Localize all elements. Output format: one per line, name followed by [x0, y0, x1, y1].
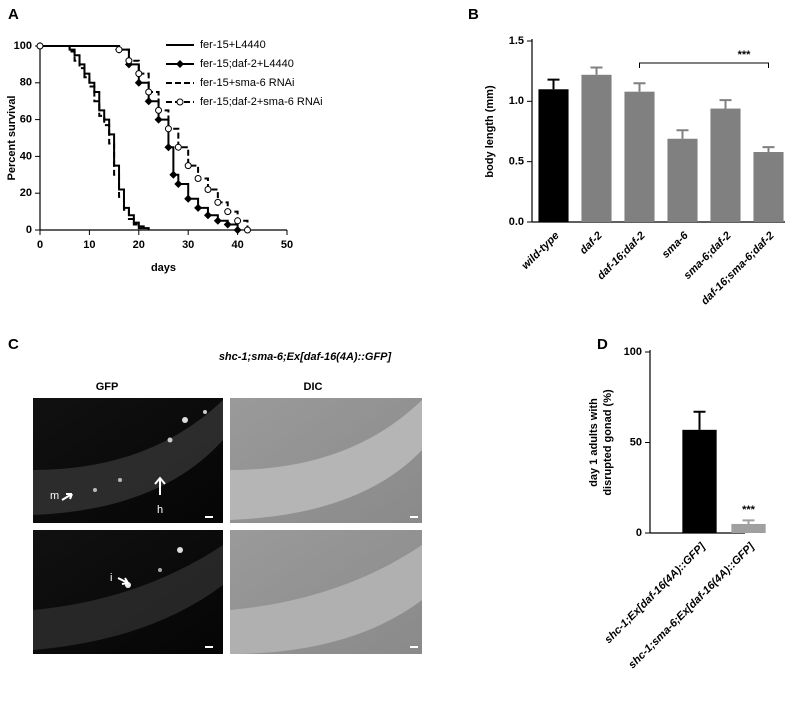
marker — [184, 194, 193, 203]
micrograph — [33, 398, 422, 654]
y-tick-label: 0.5 — [509, 156, 524, 168]
x-tick-label: sma-6 — [660, 229, 692, 261]
marker — [214, 198, 222, 206]
marker — [174, 143, 182, 151]
marker — [169, 170, 178, 179]
marker — [164, 143, 173, 152]
annotation: *** — [742, 504, 756, 516]
marker — [125, 57, 133, 65]
bar — [731, 523, 766, 533]
marker — [134, 78, 143, 87]
bar — [710, 108, 741, 222]
marker — [115, 46, 123, 54]
error-bar — [547, 78, 560, 90]
panel-label: C — [8, 336, 19, 353]
y-tick-label: 1.0 — [509, 95, 524, 107]
marker — [174, 180, 183, 188]
x-tick-label: 20 — [133, 239, 145, 251]
y-axis-label: disrupted gonad (%) — [602, 389, 614, 496]
panel-title: shc-1;sma-6;Ex[daf-16(4A)::GFP] — [219, 351, 392, 363]
x-tick-label: daf-2 — [578, 230, 605, 257]
error-bar — [693, 410, 706, 430]
y-tick-label: 20 — [20, 187, 32, 199]
bar — [538, 89, 569, 223]
x-tick-label: 0 — [37, 239, 43, 251]
y-tick-label: 0 — [636, 527, 642, 539]
x-tick-label: daf-16;sma-6;daf-2 — [699, 230, 777, 308]
marker — [234, 217, 242, 225]
significance-bracket — [639, 62, 769, 68]
y-tick-label: 60 — [20, 114, 32, 126]
marker — [176, 98, 184, 106]
error-bar — [762, 146, 775, 153]
bar — [753, 152, 784, 222]
marker — [176, 60, 184, 68]
legend-label: fer-15+L4440 — [200, 39, 266, 51]
legend-label: fer-15;daf-2+sma-6 RNAi — [200, 96, 323, 108]
y-tick-label: 0.0 — [509, 216, 524, 228]
marker — [135, 70, 143, 78]
survival-curve — [40, 45, 145, 230]
error-bar — [590, 66, 603, 75]
annotation: *** — [738, 49, 752, 61]
y-axis-label: day 1 adults with — [588, 398, 600, 487]
y-tick-label: 80 — [20, 77, 32, 89]
marker — [233, 226, 242, 234]
panel-label: D — [597, 336, 608, 353]
y-axis-label: Percent survival — [6, 96, 18, 181]
y-tick-label: 100 — [624, 346, 642, 358]
x-tick-label: 40 — [231, 239, 243, 251]
image-label: DIC — [304, 381, 323, 393]
marker — [145, 88, 153, 96]
legend-label: fer-15+sma-6 RNAi — [200, 77, 294, 89]
error-bar — [676, 129, 689, 139]
arrow-label: i — [110, 572, 112, 584]
marker — [144, 97, 153, 106]
arrow-label: m — [50, 490, 59, 502]
x-tick-label: 50 — [281, 239, 293, 251]
y-axis-label: body length (mm) — [484, 85, 496, 178]
y-tick-label: 0 — [26, 224, 32, 236]
error-bar — [719, 99, 732, 109]
marker — [194, 174, 202, 182]
image-label: GFP — [96, 381, 119, 393]
survival-curve — [40, 45, 150, 230]
y-tick-label: 100 — [14, 40, 32, 52]
marker — [223, 220, 232, 229]
marker — [154, 115, 163, 124]
marker — [194, 203, 203, 212]
x-tick-label: 10 — [83, 239, 95, 251]
marker — [36, 42, 44, 50]
marker — [203, 211, 212, 220]
panel-label: B — [468, 6, 479, 23]
bar — [581, 74, 612, 222]
y-tick-label: 50 — [630, 436, 642, 448]
y-tick-label: 40 — [20, 150, 32, 162]
legend-label: fer-15;daf-2+L4440 — [200, 58, 294, 70]
marker — [213, 216, 222, 225]
panel-label: A — [8, 6, 19, 23]
error-bar — [633, 82, 646, 92]
marker — [224, 208, 232, 216]
x-tick-label: shc-1;Ex[daf-16(4A)::GFP] — [602, 540, 708, 646]
x-tick-label: wild-type — [519, 230, 561, 272]
bar — [624, 91, 655, 223]
bar — [682, 429, 717, 533]
marker — [243, 226, 251, 234]
arrow-label: h — [157, 504, 163, 516]
x-axis-label: days — [151, 262, 176, 274]
marker — [204, 186, 212, 194]
bar — [667, 138, 698, 222]
x-tick-label: 30 — [182, 239, 194, 251]
marker — [155, 106, 163, 114]
marker — [164, 125, 172, 133]
error-bar — [742, 519, 755, 524]
y-tick-label: 1.5 — [509, 35, 524, 47]
marker — [184, 162, 192, 170]
